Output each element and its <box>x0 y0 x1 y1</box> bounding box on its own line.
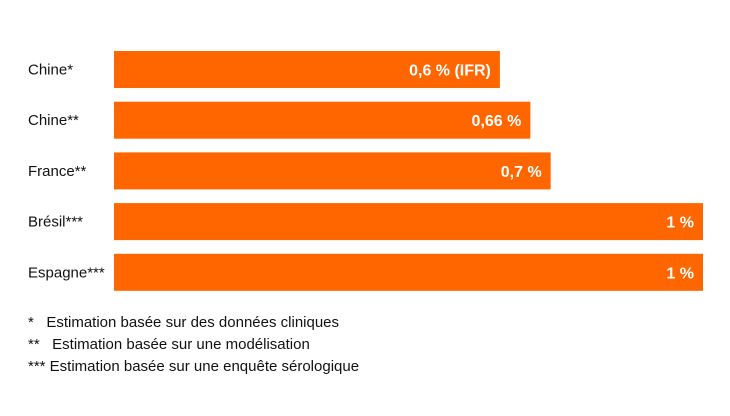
footnote-clinical: * Estimation basée sur des données clini… <box>28 314 340 331</box>
bar <box>114 101 531 139</box>
bar-value-label: 0,7 % <box>501 164 542 181</box>
footnotes: * Estimation basée sur des données clini… <box>28 312 359 378</box>
bar <box>114 51 500 88</box>
bar <box>114 152 551 190</box>
category-label: France** <box>28 163 87 180</box>
bar-value-label: 1 % <box>666 215 694 232</box>
bar-chart: Chine* 0,6 % (IFR) Chine** 0,66 % France** 0,… <box>28 51 703 291</box>
bar <box>114 203 703 241</box>
category-label: Chine* <box>28 62 73 79</box>
footnote-modelling: ** Estimation basée sur une modélisation <box>28 336 310 353</box>
category-label: Espagne*** <box>28 264 105 281</box>
bar <box>114 253 703 291</box>
footnote-serology: *** Estimation basée sur une enquête sér… <box>28 358 360 375</box>
bar-value-label: 0,66 % <box>472 113 522 130</box>
category-label: Brésil*** <box>28 214 83 231</box>
bar-value-label: 0,6 % (IFR) <box>409 63 491 80</box>
bar-value-label: 1 % <box>666 265 694 282</box>
category-label: Chine** <box>28 112 79 129</box>
